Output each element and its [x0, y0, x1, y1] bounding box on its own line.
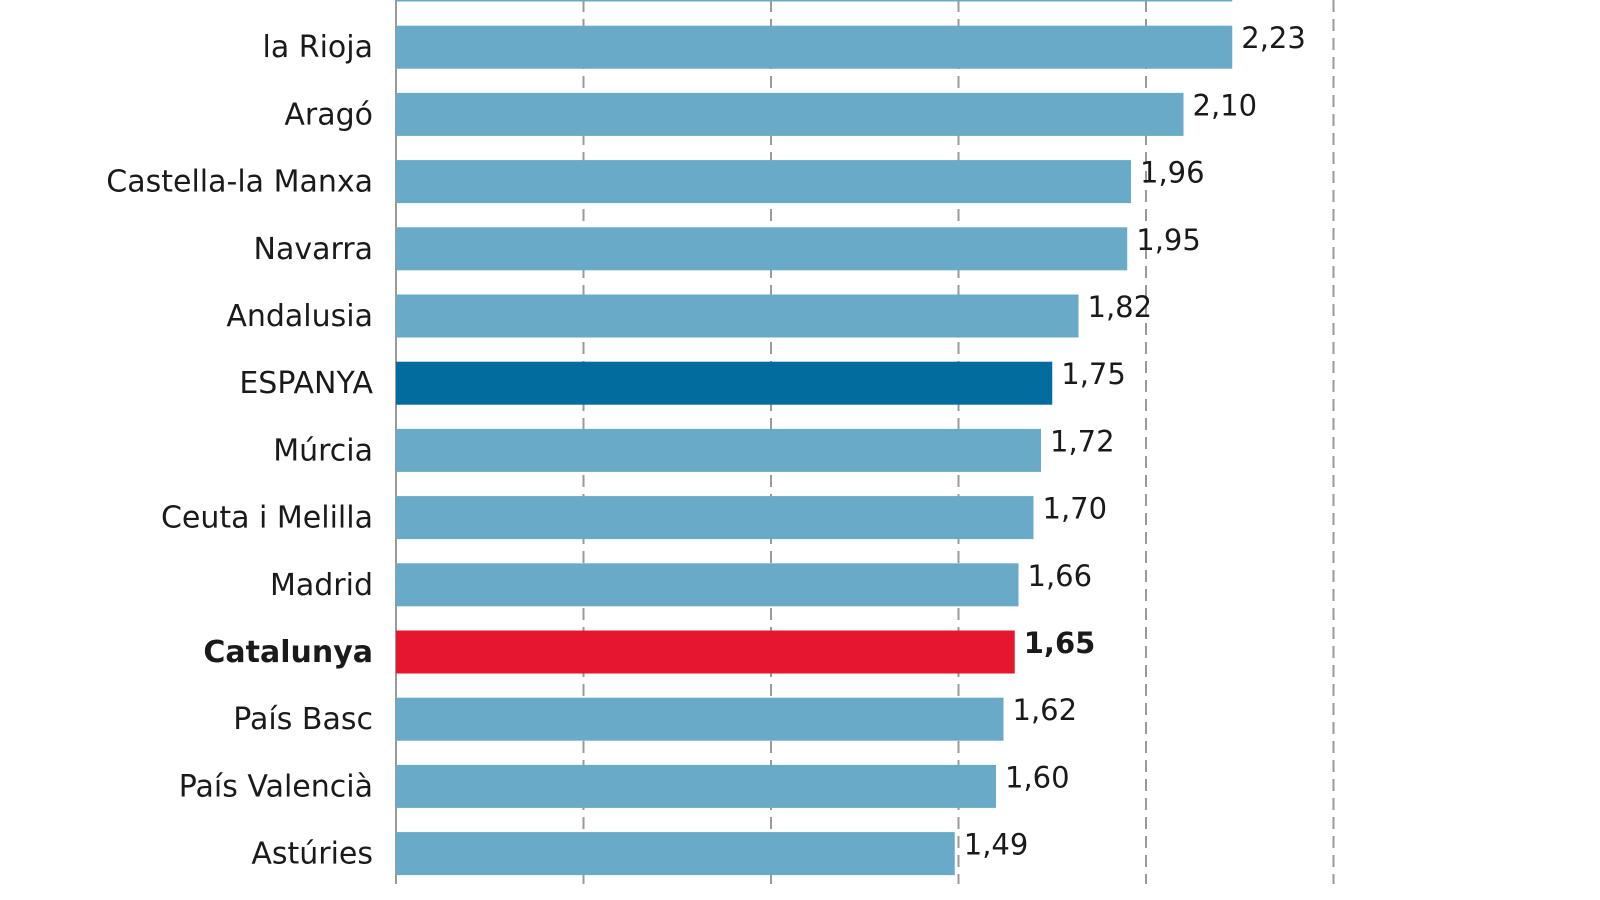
bar — [396, 92, 1184, 136]
bar — [396, 294, 1079, 338]
bar-layer — [396, 0, 1233, 876]
value-label: 1,82 — [1088, 290, 1153, 324]
category-label: Astúries — [251, 837, 373, 872]
value-label: 1,70 — [1043, 492, 1108, 526]
bar — [396, 0, 1233, 2]
value-label: 1,49 — [964, 828, 1029, 862]
bar — [396, 697, 1004, 741]
bar — [396, 563, 1019, 607]
bar — [396, 428, 1041, 472]
value-label: 1,96 — [1140, 156, 1205, 190]
bar — [396, 160, 1131, 204]
category-label: Catalunya — [203, 635, 373, 670]
value-label: 1,72 — [1050, 424, 1115, 458]
bar — [396, 496, 1034, 540]
value-label: 2,23 — [1241, 21, 1306, 55]
category-label: la Rioja — [262, 30, 373, 65]
value-label: 1,60 — [1005, 760, 1070, 794]
category-label: Andalusia — [226, 299, 373, 334]
category-label: País Valencià — [179, 769, 373, 804]
value-label: 1,65 — [1024, 626, 1096, 660]
category-label: País Basc — [233, 702, 373, 737]
bar — [396, 764, 996, 808]
value-label: 1,75 — [1061, 357, 1126, 391]
value-label: 1,95 — [1136, 223, 1201, 257]
bar — [396, 832, 955, 876]
category-label: ESPANYA — [239, 366, 373, 401]
category-label: Ceuta i Melilla — [161, 501, 373, 536]
category-label: Navarra — [254, 232, 374, 267]
bar — [396, 227, 1128, 271]
category-label: Castella-la Manxa — [106, 165, 373, 200]
label-layer: Castella i Lleóla Rioja2,23Aragó2,10Cast… — [106, 21, 1306, 872]
category-label: Madrid — [270, 568, 373, 603]
value-label: 1,66 — [1028, 559, 1093, 593]
value-label: 1,62 — [1013, 693, 1078, 727]
bar — [396, 25, 1233, 69]
category-label: Aragó — [284, 97, 373, 132]
bar — [396, 630, 1015, 674]
bar — [396, 361, 1053, 405]
value-label: 2,10 — [1193, 88, 1258, 122]
category-label: Múrcia — [273, 433, 373, 468]
